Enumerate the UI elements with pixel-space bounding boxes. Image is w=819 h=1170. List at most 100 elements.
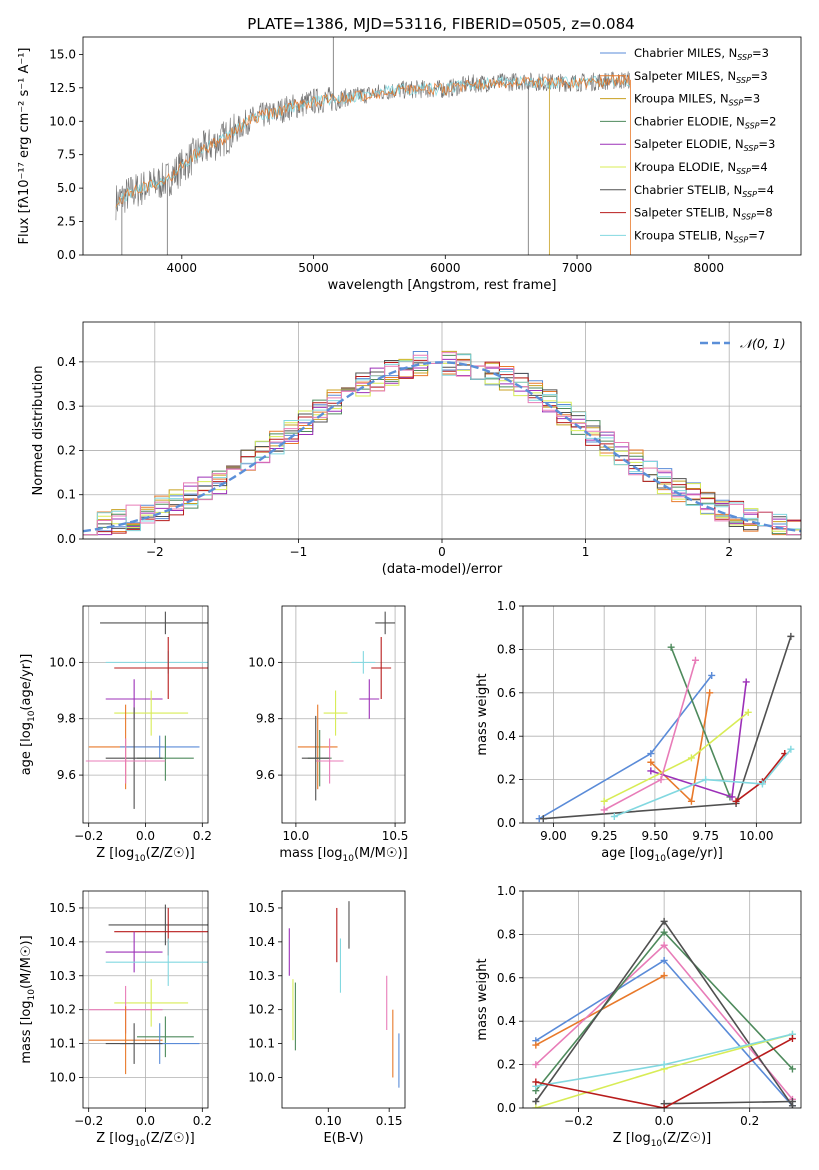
figure-title: PLATE=1386, MJD=53116, FIBERID=0505, z=0… — [247, 15, 634, 33]
y-tick-label: 10.1 — [248, 1037, 275, 1051]
x-tick-label: −0.2 — [74, 829, 103, 843]
y-tick-label: 0.0 — [497, 1101, 516, 1115]
weight-marker — [660, 941, 668, 949]
legend-entry: Salpeter STELIB, NSSP=8 — [634, 206, 773, 222]
weight-marker — [732, 797, 740, 805]
weight-marker — [787, 632, 795, 640]
xlabel-label: E(B-V) — [323, 1131, 363, 1146]
age-vs-mass-panel: 10.0 10.5 9.6 9.8 10.0 mass [log10(M/M☉)] — [248, 605, 408, 864]
x-tick-label: 0.2 — [740, 1114, 759, 1128]
plot-area — [88, 904, 208, 1075]
y-tick-label: 0.8 — [497, 642, 516, 656]
legend-entry: Salpeter MILES, NSSP=3 — [634, 69, 768, 85]
y-tick-label: 10.2 — [49, 1003, 76, 1017]
weight-marker — [787, 745, 795, 753]
y-tick-label: 0.2 — [57, 443, 76, 457]
weight-marker — [610, 812, 618, 820]
data-point — [375, 611, 396, 635]
weight-marker — [702, 776, 710, 784]
weight-marker — [647, 758, 655, 766]
y-tick-label: 9.6 — [256, 768, 275, 782]
weight-marker — [647, 750, 655, 758]
y-tick-label: 0.4 — [497, 1014, 516, 1028]
xlabel-label: mass [log10(M/M☉)] — [279, 846, 407, 864]
weight-line — [535, 1037, 793, 1108]
y-tick-label: 10.2 — [248, 1003, 275, 1017]
y-tick-label: 0.3 — [57, 399, 76, 413]
data-point — [108, 904, 208, 946]
x-tick-label: 8000 — [694, 261, 725, 275]
y-tick-label: 10.0 — [248, 655, 275, 669]
y-tick-label: 0.1 — [57, 488, 76, 502]
data-point — [315, 738, 344, 784]
x-tick-label: 0.0 — [136, 1114, 155, 1128]
x-tick-label: 7000 — [562, 261, 593, 275]
weight-line — [538, 674, 713, 820]
normal-curve — [83, 361, 801, 533]
data-point — [119, 735, 200, 759]
data-point — [371, 637, 392, 699]
y-tick-label: 10.0 — [248, 1070, 275, 1084]
plot-area — [297, 611, 396, 801]
plot-area — [288, 901, 400, 1088]
legend-entry: Chabrier ELODIE, NSSP=2 — [634, 114, 776, 130]
x-tick-label: 0.2 — [193, 1114, 212, 1128]
weight-marker — [660, 972, 668, 980]
weight-marker — [687, 797, 695, 805]
weight-marker — [788, 1097, 796, 1105]
weight-line — [664, 1100, 793, 1105]
weight-marker — [691, 656, 699, 664]
y-tick-label: 0.8 — [497, 927, 516, 941]
legend-entry: Salpeter ELODIE, NSSP=3 — [634, 137, 775, 153]
weight-marker — [660, 1104, 668, 1108]
weight-marker — [657, 776, 665, 784]
weight-marker — [667, 643, 675, 651]
xlabel-label: Z [log10(Z/Z☉)] — [613, 1131, 711, 1149]
axes-frame — [82, 321, 802, 540]
y-tick-label: 10.0 — [49, 1070, 76, 1084]
weight-marker — [660, 956, 668, 964]
ylabel-label: mass weight — [475, 958, 490, 1040]
xlabel-label: wavelength [Angstrom, rest frame] — [328, 278, 557, 293]
data-point — [351, 651, 376, 674]
axes-frame — [82, 890, 209, 1109]
x-tick-label: 0 — [438, 545, 446, 559]
y-tick-label: 10.3 — [248, 969, 275, 983]
x-tick-label: 0.10 — [315, 1114, 342, 1128]
x-tick-label: 2 — [725, 545, 733, 559]
x-tick-label: −0.2 — [74, 1114, 103, 1128]
data-point — [297, 704, 338, 790]
y-tick-label: 0.6 — [497, 971, 516, 985]
spectrum-model-kroupa-stelib — [115, 74, 631, 208]
plot-area — [115, 37, 631, 255]
weight-marker — [788, 1035, 796, 1043]
ylabel-label: age [log10(age/yr)] — [19, 654, 37, 776]
data-point — [105, 1023, 163, 1064]
xlabel-label: (data-model)/error — [382, 562, 503, 577]
x-tick-label: −2 — [146, 545, 164, 559]
legend-entry: 𝒩(0, 1) — [740, 336, 786, 351]
y-tick-label: 0.2 — [497, 773, 516, 787]
legend-entry: Kroupa ELODIE, NSSP=4 — [634, 160, 768, 176]
x-tick-label: 0.2 — [193, 829, 212, 843]
y-tick-label: 5.0 — [57, 181, 76, 195]
data-point — [114, 637, 208, 699]
ylabel-label: mass weight — [475, 673, 490, 755]
y-tick-label: 9.8 — [57, 712, 76, 726]
x-tick-label: 10.0 — [283, 829, 310, 843]
axes-frame — [522, 890, 802, 1109]
ylabel-label: Flux [fλ10⁻¹⁷ erg cm⁻² s⁻¹ A⁻¹] — [17, 48, 32, 245]
spectrum-observed — [115, 70, 630, 221]
mass-vs-extinction-panel: 0.10 0.15 10.0 10.1 10.2 10.3 10.4 10.5 E(B-V) — [248, 890, 406, 1146]
y-tick-label: 2.5 — [57, 215, 76, 229]
x-tick-label: 9.25 — [591, 829, 618, 843]
data-point — [136, 1016, 194, 1058]
x-tick-label: 0.0 — [136, 829, 155, 843]
weight-marker — [532, 1097, 540, 1105]
x-tick-label: 6000 — [430, 261, 461, 275]
weight-line — [735, 753, 786, 802]
weight-line — [603, 660, 697, 811]
data-point — [105, 931, 163, 973]
data-point — [359, 679, 380, 719]
x-tick-label: 4000 — [167, 261, 198, 275]
